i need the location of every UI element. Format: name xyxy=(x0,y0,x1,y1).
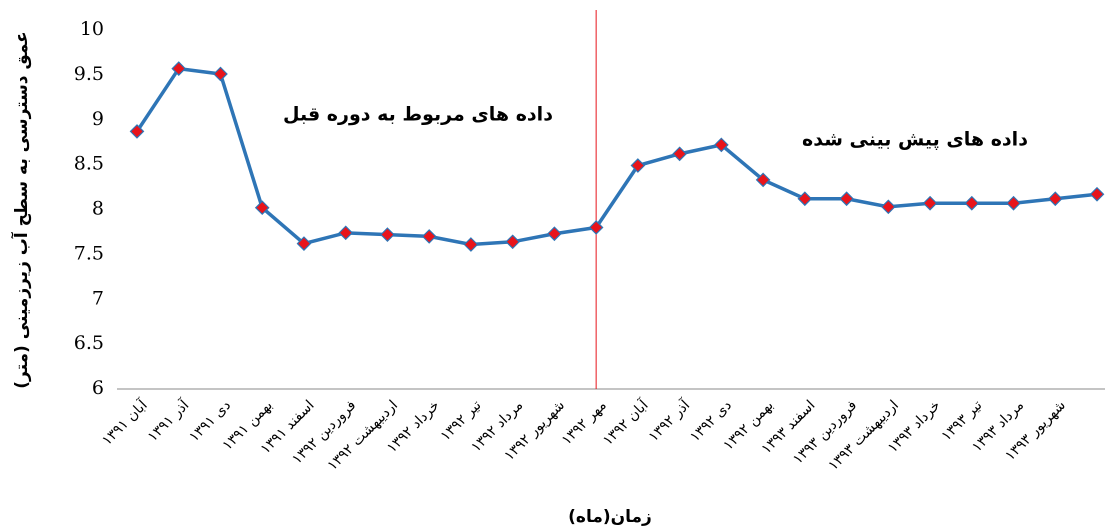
y-tick-label: 7.5 xyxy=(74,242,104,264)
marker xyxy=(213,66,228,82)
marker xyxy=(547,226,562,242)
marker xyxy=(254,200,270,216)
marker xyxy=(171,61,187,76)
y-tick-label: 9 xyxy=(92,108,104,130)
x-tick-label: آذر ۱۳۹۱ xyxy=(144,396,193,445)
y-tick-label: 7 xyxy=(92,287,104,309)
marker xyxy=(463,237,479,252)
marker xyxy=(588,220,604,235)
marker xyxy=(296,236,312,251)
marker xyxy=(1006,195,1021,211)
y-tick-label: 8 xyxy=(92,198,104,220)
marker xyxy=(505,234,521,250)
marker xyxy=(755,172,771,188)
line xyxy=(135,66,1098,247)
marker xyxy=(1089,186,1105,202)
y-tick-label: 8.5 xyxy=(74,153,104,175)
y-tick-label: 10 xyxy=(80,18,104,40)
y-axis-title: عمق دسترسی به سطح آب زیرزمینی (متر) xyxy=(10,31,32,389)
marker xyxy=(880,199,896,215)
x-tick-label: آبان ۱۳۹۱ xyxy=(98,396,151,449)
x-axis-title: زمان(ماه) xyxy=(568,507,652,527)
marker xyxy=(380,227,395,242)
marker xyxy=(839,191,854,207)
marker xyxy=(129,124,145,139)
x-tick-label: آبان ۱۳۹۲ xyxy=(599,396,652,449)
marker xyxy=(672,146,687,162)
marker xyxy=(1047,191,1063,207)
marker xyxy=(421,229,437,244)
y-tick-label: 6 xyxy=(92,377,104,399)
annotation: داده های پیش بینی شده xyxy=(802,129,1028,151)
marker xyxy=(922,195,938,211)
marker xyxy=(797,191,813,207)
y-tick-label: 6.5 xyxy=(74,332,104,354)
marker xyxy=(630,158,646,173)
marker xyxy=(714,137,729,153)
marker xyxy=(338,225,354,241)
x-tick-label: آذر ۱۳۹۲ xyxy=(645,396,694,445)
marker xyxy=(964,195,980,211)
annotation: داده های مربوط به دوره قبل xyxy=(283,104,553,126)
y-tick-label: 9.5 xyxy=(74,63,104,85)
